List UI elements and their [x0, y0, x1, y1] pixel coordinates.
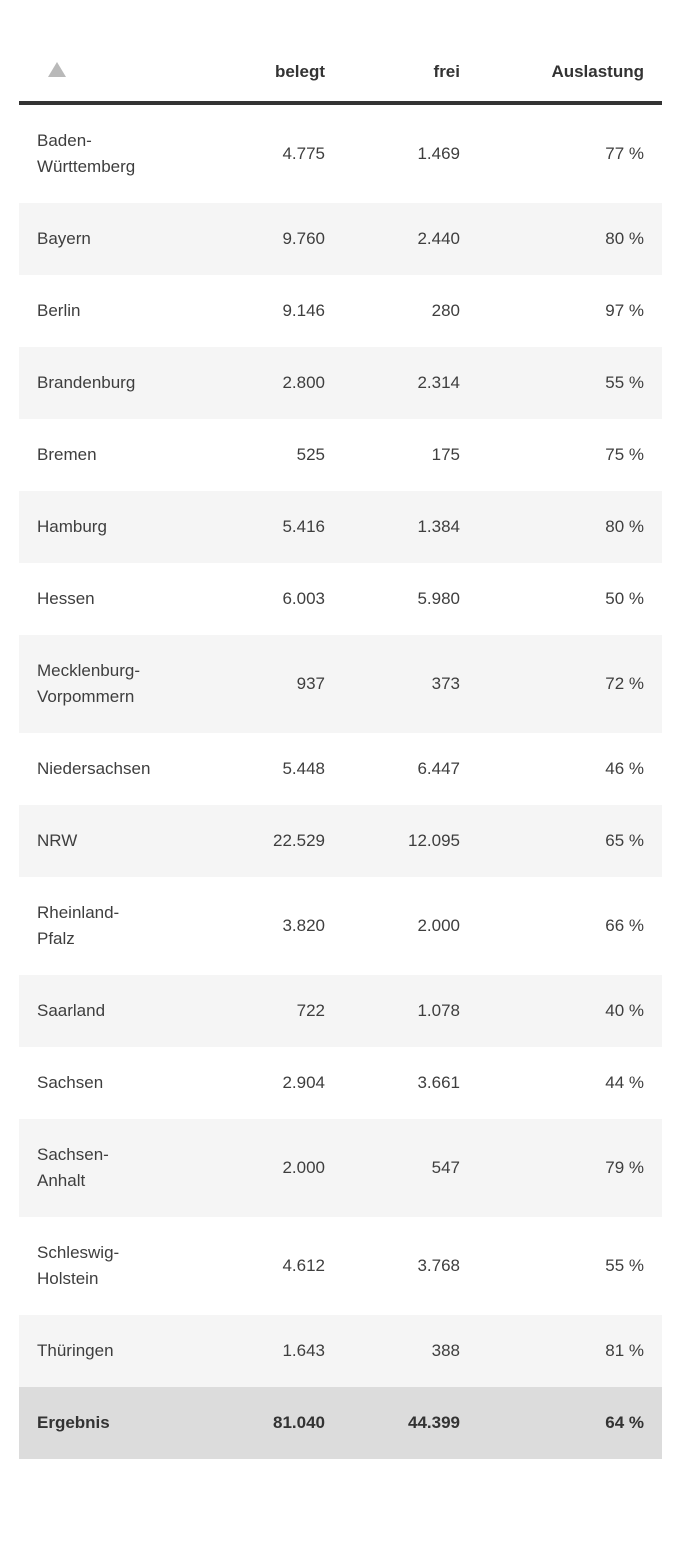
table-row: Rheinland- Pfalz 3.820 2.000 66 % — [19, 877, 662, 975]
table-header-row: belegt frei Auslastung — [19, 45, 662, 105]
table-body: Baden- Württemberg 4.775 1.469 77 % Baye… — [19, 103, 662, 1387]
frei-cell: 6.447 — [417, 759, 460, 778]
frei-cell: 175 — [431, 445, 460, 464]
auslastung-cell: 77 % — [605, 144, 644, 163]
belegt-cell: 525 — [296, 445, 325, 464]
frei-cell: 388 — [431, 1341, 460, 1360]
state-name-cell: NRW — [37, 831, 78, 850]
belegt-cell: 9.760 — [282, 229, 325, 248]
table-row: Brandenburg 2.800 2.314 55 % — [19, 347, 662, 419]
column-header-auslastung[interactable]: Auslastung — [460, 45, 662, 105]
frei-cell: 1.384 — [417, 517, 460, 536]
table-row: Baden- Württemberg 4.775 1.469 77 % — [19, 103, 662, 203]
belegt-cell: 5.416 — [282, 517, 325, 536]
frei-cell: 547 — [431, 1158, 460, 1177]
belegt-cell: 4.612 — [282, 1256, 325, 1275]
frei-cell: 1.078 — [417, 1001, 460, 1020]
footer-belegt-cell: 81.040 — [273, 1413, 325, 1432]
table-row: Sachsen 2.904 3.661 44 % — [19, 1047, 662, 1119]
state-name-cell: Saarland — [37, 1001, 106, 1020]
table-row: Bayern 9.760 2.440 80 % — [19, 203, 662, 275]
table-row: Sachsen- Anhalt 2.000 547 79 % — [19, 1119, 662, 1217]
auslastung-cell: 55 % — [605, 1256, 644, 1275]
belegt-cell: 2.904 — [282, 1073, 325, 1092]
table-row: Hessen 6.003 5.980 50 % — [19, 563, 662, 635]
belegt-cell: 2.800 — [282, 373, 325, 392]
table-row: Bremen 525 175 75 % — [19, 419, 662, 491]
belegt-cell: 6.003 — [282, 589, 325, 608]
footer-frei-cell: 44.399 — [408, 1413, 460, 1432]
table-row: Thüringen 1.643 388 81 % — [19, 1315, 662, 1387]
footer-auslastung-cell: 64 % — [605, 1413, 644, 1432]
state-name-cell: Schleswig- Holstein — [37, 1243, 120, 1288]
auslastung-cell: 81 % — [605, 1341, 644, 1360]
frei-cell: 2.314 — [417, 373, 460, 392]
table-row: Hamburg 5.416 1.384 80 % — [19, 491, 662, 563]
auslastung-cell: 80 % — [605, 229, 644, 248]
belegt-cell: 1.643 — [282, 1341, 325, 1360]
frei-cell: 1.469 — [417, 144, 460, 163]
utilization-table-container: belegt frei Auslastung Baden- Württember… — [19, 45, 662, 1459]
state-name-cell: Rheinland- Pfalz — [37, 903, 120, 948]
column-header-belegt[interactable]: belegt — [199, 45, 325, 105]
state-name-cell: Hamburg — [37, 517, 107, 536]
state-name-cell: Sachsen- Anhalt — [37, 1145, 109, 1190]
state-name-cell: Brandenburg — [37, 373, 136, 392]
belegt-cell: 4.775 — [282, 144, 325, 163]
state-name-cell: Niedersachsen — [37, 759, 151, 778]
belegt-cell: 3.820 — [282, 916, 325, 935]
state-name-cell: Bremen — [37, 445, 97, 464]
auslastung-cell: 97 % — [605, 301, 644, 320]
belegt-cell: 2.000 — [282, 1158, 325, 1177]
auslastung-cell: 75 % — [605, 445, 644, 464]
auslastung-cell: 44 % — [605, 1073, 644, 1092]
utilization-table: belegt frei Auslastung Baden- Württember… — [19, 45, 662, 1459]
table-row: Schleswig- Holstein 4.612 3.768 55 % — [19, 1217, 662, 1315]
frei-cell: 3.768 — [417, 1256, 460, 1275]
state-name-cell: Baden- Württemberg — [37, 131, 136, 176]
state-name-cell: Sachsen — [37, 1073, 104, 1092]
belegt-cell: 722 — [296, 1001, 325, 1020]
state-name-cell: Bayern — [37, 229, 91, 248]
frei-cell: 3.661 — [417, 1073, 460, 1092]
auslastung-cell: 79 % — [605, 1158, 644, 1177]
belegt-cell: 5.448 — [282, 759, 325, 778]
footer-row: Ergebnis 81.040 44.399 64 % — [19, 1387, 662, 1459]
frei-cell: 280 — [431, 301, 460, 320]
sort-ascending-icon — [48, 62, 66, 77]
footer-label-cell: Ergebnis — [37, 1413, 110, 1432]
column-header-state[interactable] — [19, 45, 199, 105]
belegt-cell: 937 — [296, 674, 325, 693]
state-name-cell: Hessen — [37, 589, 95, 608]
auslastung-cell: 46 % — [605, 759, 644, 778]
table-row: Mecklenburg- Vorpommern 937 373 72 % — [19, 635, 662, 733]
auslastung-cell: 55 % — [605, 373, 644, 392]
state-name-cell: Thüringen — [37, 1341, 114, 1360]
auslastung-cell: 80 % — [605, 517, 644, 536]
belegt-cell: 22.529 — [273, 831, 325, 850]
frei-cell: 373 — [431, 674, 460, 693]
table-row: Saarland 722 1.078 40 % — [19, 975, 662, 1047]
state-name-cell: Mecklenburg- Vorpommern — [37, 661, 140, 706]
auslastung-cell: 40 % — [605, 1001, 644, 1020]
auslastung-cell: 72 % — [605, 674, 644, 693]
table-row: Berlin 9.146 280 97 % — [19, 275, 662, 347]
auslastung-cell: 65 % — [605, 831, 644, 850]
state-name-cell: Berlin — [37, 301, 81, 320]
table-row: NRW 22.529 12.095 65 % — [19, 805, 662, 877]
belegt-cell: 9.146 — [282, 301, 325, 320]
auslastung-cell: 66 % — [605, 916, 644, 935]
frei-cell: 12.095 — [408, 831, 460, 850]
frei-cell: 5.980 — [417, 589, 460, 608]
table-row: Niedersachsen 5.448 6.447 46 % — [19, 733, 662, 805]
frei-cell: 2.000 — [417, 916, 460, 935]
frei-cell: 2.440 — [417, 229, 460, 248]
auslastung-cell: 50 % — [605, 589, 644, 608]
column-header-frei[interactable]: frei — [325, 45, 460, 105]
